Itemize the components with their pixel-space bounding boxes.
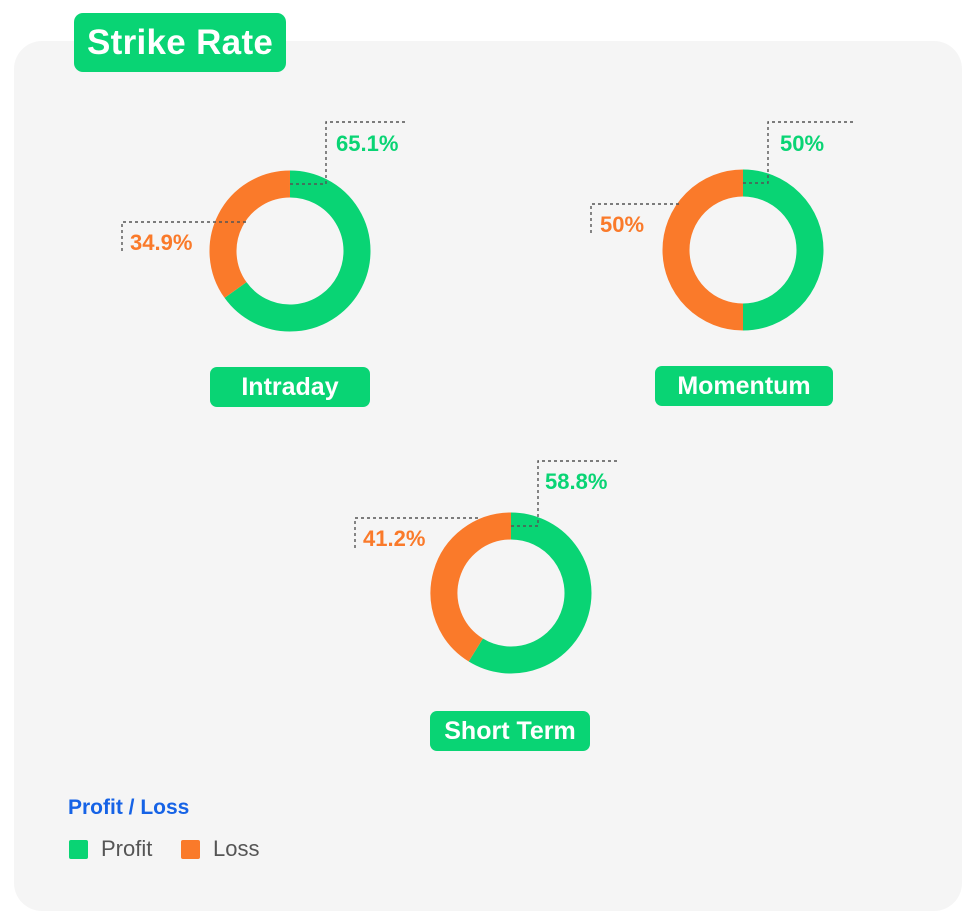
loss-label-short-term: 41.2% [363,526,425,551]
loss-leader-intraday [121,221,246,254]
profit-leader-short-term [511,460,620,527]
legend-swatch-loss [181,839,200,859]
profit-slice-short-term [468,512,592,674]
loss-label-momentum: 50% [600,212,644,237]
legend-swatch-profit [69,839,88,859]
donut-short-term: 58.8% 41.2% [354,460,620,674]
loss-slice-short-term [430,512,512,662]
loss-slice-momentum [662,169,744,331]
label-short-term: Short Term [430,711,590,751]
loss-leader-short-term [354,517,478,548]
chart-card [14,41,962,911]
label-momentum: Momentum [655,366,833,406]
profit-leader-momentum [743,121,855,184]
profit-label-momentum: 50% [780,131,824,156]
profit-label-short-term: 58.8% [545,469,607,494]
donut-momentum: 50% 50% [590,121,855,331]
legend-item-loss: Loss [181,836,259,862]
label-intraday: Intraday [210,367,370,407]
chart-title: Strike Rate [74,13,287,72]
loss-slice-intraday [209,170,291,298]
legend-label-profit: Profit [101,836,153,861]
profit-leader-intraday [290,121,408,185]
donut-intraday: 65.1% 34.9% [121,121,408,332]
loss-label-intraday: 34.9% [130,230,192,255]
profit-label-intraday: 65.1% [336,131,398,156]
profit-slice-momentum [742,169,824,331]
loss-leader-momentum [590,203,679,235]
profit-slice-intraday [224,170,371,332]
legend-label-loss: Loss [213,836,260,861]
legend-item-profit: Profit [69,836,152,862]
legend-title: Profit / Loss [68,796,190,819]
